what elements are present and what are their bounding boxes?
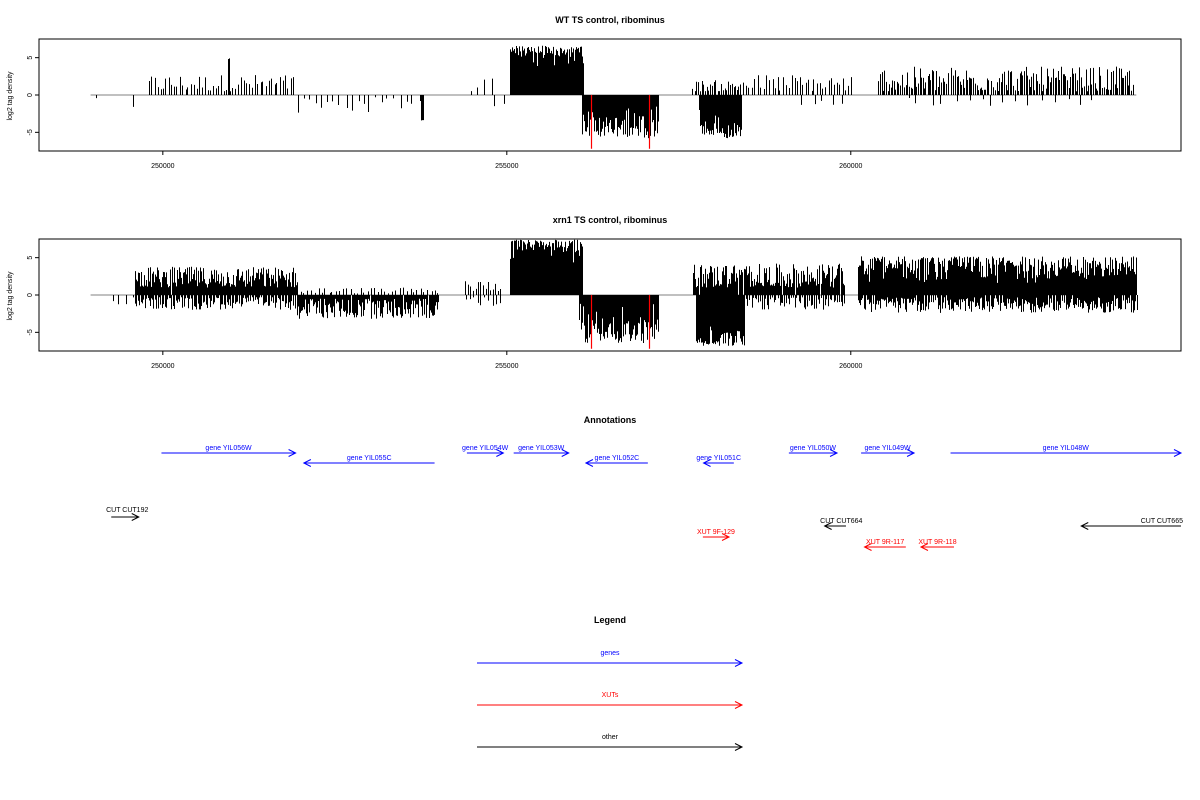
arrow-head: [131, 513, 140, 521]
arrow-head: [584, 459, 594, 467]
feature-label: CUT CUT192: [106, 507, 148, 514]
feature-label: gene YIL049W: [864, 445, 911, 452]
legend-arrow-head: [734, 743, 744, 751]
y-tick-label-group: -5: [27, 329, 34, 335]
legend-panel: Legend genes XUTs other: [477, 615, 744, 751]
panel-xrn1-title: xrn1 TS control, ribominus: [553, 215, 668, 225]
arrow-head: [823, 522, 832, 530]
feature-label: gene YIL050W: [790, 445, 837, 452]
x-tick-label: 255000: [495, 363, 518, 370]
panel-xrn1-ylabel: log2 tag density: [7, 271, 14, 321]
panel-wt-title: WT TS control, ribominus: [555, 15, 665, 25]
panel-wt-yaxis: -5 0 5: [27, 56, 39, 135]
panel-xrn1: xrn1 TS control, ribominus log2 tag dens…: [7, 215, 1182, 370]
arrow-head: [906, 449, 916, 457]
annotation-items: gene YIL056W gene YIL055C gene YIL054W gene…: [106, 445, 1183, 551]
panel-wt-xaxis: 250000 255000 260000: [151, 151, 863, 170]
feature-label: gene YIL053W: [518, 445, 565, 452]
y-tick-label: 5: [27, 256, 34, 260]
panel-xrn1-bars: [90, 239, 1138, 349]
arrow-head: [1080, 522, 1089, 530]
legend-arrow-head: [734, 701, 744, 709]
feature-label: XUT 9R-117: [866, 539, 904, 546]
feature-label: gene YIL052C: [595, 455, 640, 462]
y-tick-label: -5: [27, 129, 34, 135]
arrow-head: [561, 449, 570, 457]
y-tick-label-group: 5: [27, 56, 34, 60]
arrow-head: [288, 449, 297, 457]
arrow-head: [721, 533, 731, 541]
y-tick-label: 5: [27, 56, 34, 60]
feature-label: gene YIL048W: [1043, 445, 1090, 452]
y-tick-label-group: 0: [27, 93, 34, 97]
panel-xrn1-yaxis: -5 0 5: [27, 256, 39, 335]
legend-title: Legend: [594, 615, 626, 625]
feature-label: XUT 9R-118: [918, 539, 956, 546]
arrow-head: [1173, 449, 1183, 457]
legend-label: genes: [600, 650, 620, 657]
y-tick-label-group: 5: [27, 256, 34, 260]
arrow-head: [496, 449, 505, 457]
panel-wt: WT TS control, ribominus log2 tag densit…: [7, 15, 1182, 170]
arrow-head: [829, 449, 839, 457]
y-tick-label: 0: [27, 293, 34, 297]
feature-label: gene YIL054W: [462, 445, 509, 452]
arrow-head: [919, 543, 929, 551]
y-tick-label: -5: [27, 329, 34, 335]
y-tick-label-group: 0: [27, 293, 34, 297]
x-tick-label: 255000: [495, 163, 518, 170]
x-tick-label: 260000: [839, 163, 862, 170]
legend-label: XUTs: [602, 692, 619, 699]
y-tick-label: 0: [27, 93, 34, 97]
panel-wt-bars: [90, 45, 1137, 149]
y-tick-label-group: -5: [27, 129, 34, 135]
arrow-head: [702, 459, 711, 467]
feature-label: gene YIL055C: [347, 455, 392, 462]
feature-label: XUT 9F-129: [697, 529, 735, 536]
panel-xrn1-xaxis: 250000 255000 260000: [151, 351, 863, 370]
feature-label: gene YIL051C: [696, 455, 741, 462]
x-tick-label: 260000: [839, 363, 862, 370]
feature-label: gene YIL056W: [205, 445, 252, 452]
arrow-head: [302, 459, 312, 467]
annotations-title: Annotations: [584, 415, 637, 425]
arrow-head: [863, 543, 872, 551]
x-tick-label: 250000: [151, 363, 174, 370]
x-tick-label: 250000: [151, 163, 174, 170]
legend-items: genes XUTs other: [477, 650, 744, 751]
feature-label: CUT CUT665: [1141, 518, 1183, 525]
legend-arrow-head: [734, 659, 744, 667]
panel-wt-ylabel: log2 tag density: [7, 71, 14, 121]
feature-label: CUT CUT664: [820, 518, 862, 525]
legend-label: other: [602, 734, 619, 741]
